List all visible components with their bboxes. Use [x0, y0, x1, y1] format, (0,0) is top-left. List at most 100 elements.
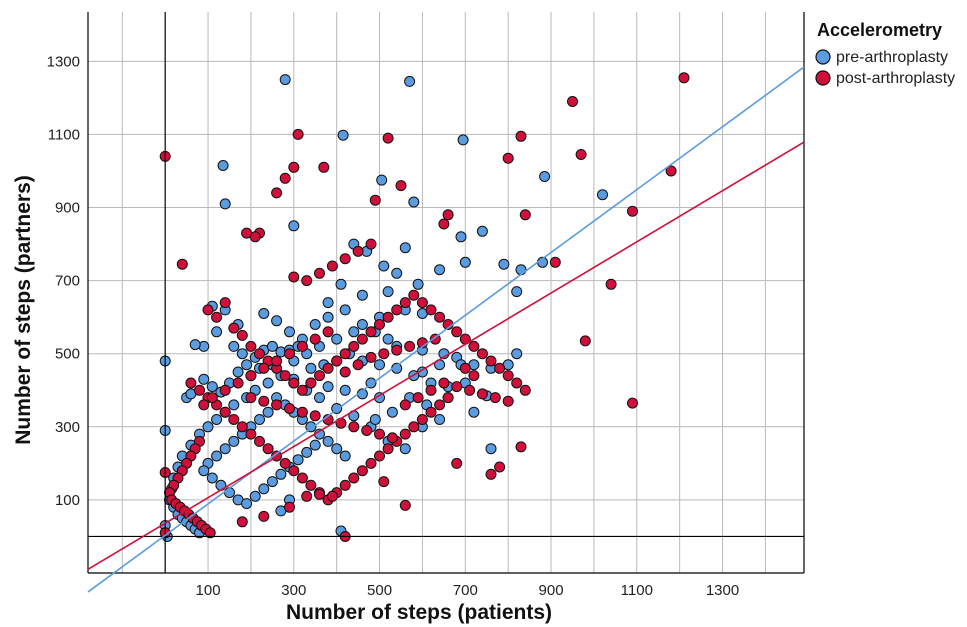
data-point-pre-arthroplasty — [337, 129, 349, 141]
y-tick-label: 900 — [55, 200, 80, 217]
data-point-post-arthroplasty — [459, 362, 471, 374]
data-point-pre-arthroplasty — [219, 198, 231, 210]
y-tick-label: 700 — [55, 273, 80, 290]
data-point-pre-arthroplasty — [455, 231, 467, 243]
data-point-pre-arthroplasty — [258, 483, 270, 495]
data-point-pre-arthroplasty — [211, 414, 223, 425]
data-point-pre-arthroplasty — [305, 362, 317, 374]
data-point-pre-arthroplasty — [322, 381, 334, 393]
data-point-post-arthroplasty — [236, 421, 248, 433]
data-point-post-arthroplasty — [374, 319, 385, 330]
data-point-post-arthroplasty — [258, 510, 270, 522]
data-point-post-arthroplasty — [515, 441, 527, 453]
data-point-post-arthroplasty — [314, 488, 325, 500]
data-point-post-arthroplasty — [511, 377, 523, 389]
data-point-pre-arthroplasty — [211, 450, 223, 462]
data-point-post-arthroplasty — [378, 476, 390, 488]
fit-line-post-arthroplasty — [87, 141, 805, 571]
data-point-pre-arthroplasty — [399, 443, 411, 455]
data-point-post-arthroplasty — [292, 128, 304, 140]
data-point-post-arthroplasty — [279, 172, 291, 184]
data-point-pre-arthroplasty — [339, 384, 351, 396]
data-point-post-arthroplasty — [339, 366, 351, 378]
data-point-pre-arthroplasty — [485, 443, 497, 455]
data-point-post-arthroplasty — [352, 359, 364, 371]
data-point-pre-arthroplasty — [266, 340, 278, 352]
data-point-post-arthroplasty — [245, 428, 257, 440]
data-point-pre-arthroplasty — [228, 340, 240, 352]
data-point-pre-arthroplasty — [262, 377, 274, 389]
data-point-post-arthroplasty — [309, 333, 321, 345]
data-point-post-arthroplasty — [326, 490, 338, 502]
x-tick-label: 1100 — [621, 582, 653, 599]
data-point-pre-arthroplasty — [459, 256, 471, 268]
legend-label-pre-arthroplasty: pre-arthroplasty — [836, 49, 948, 66]
data-point-post-arthroplasty — [391, 344, 403, 356]
y-tick-label: 300 — [55, 419, 80, 436]
data-point-post-arthroplasty — [567, 96, 578, 107]
data-point-post-arthroplasty — [502, 370, 514, 382]
data-point-pre-arthroplasty — [219, 443, 231, 455]
data-point-post-arthroplasty — [352, 245, 364, 257]
data-point-post-arthroplasty — [485, 468, 497, 480]
data-point-post-arthroplasty — [258, 362, 270, 374]
data-point-post-arthroplasty — [305, 377, 317, 389]
data-point-pre-arthroplasty — [391, 362, 403, 374]
data-point-pre-arthroplasty — [262, 406, 274, 418]
data-point-post-arthroplasty — [318, 161, 330, 173]
data-point-post-arthroplasty — [519, 209, 531, 221]
series-post-arthroplasty — [159, 72, 690, 542]
data-point-post-arthroplasty — [549, 256, 561, 268]
data-point-post-arthroplasty — [262, 443, 274, 455]
data-point-pre-arthroplasty — [189, 339, 201, 351]
data-point-pre-arthroplasty — [236, 348, 248, 360]
data-point-post-arthroplasty — [442, 392, 454, 404]
data-point-post-arthroplasty — [204, 527, 216, 539]
data-point-post-arthroplasty — [365, 238, 377, 250]
data-point-post-arthroplasty — [395, 180, 407, 192]
data-point-post-arthroplasty — [429, 333, 441, 345]
data-point-post-arthroplasty — [369, 194, 381, 206]
data-point-post-arthroplasty — [356, 333, 368, 345]
data-point-post-arthroplasty — [288, 465, 300, 477]
data-point-post-arthroplasty — [399, 297, 411, 309]
data-point-post-arthroplasty — [245, 370, 257, 382]
data-point-post-arthroplasty — [515, 130, 527, 142]
data-point-post-arthroplasty — [579, 335, 591, 347]
data-point-pre-arthroplasty — [284, 326, 295, 338]
data-point-pre-arthroplasty — [206, 381, 218, 393]
data-point-post-arthroplasty — [258, 395, 270, 407]
data-point-post-arthroplasty — [476, 348, 488, 360]
data-point-pre-arthroplasty — [339, 450, 351, 462]
data-point-post-arthroplasty — [468, 340, 480, 352]
legend-marker-post-arthroplasty — [815, 70, 831, 86]
data-point-pre-arthroplasty — [217, 160, 229, 171]
data-point-pre-arthroplasty — [399, 242, 411, 254]
x-axis-title: Number of steps (patients) — [286, 601, 552, 624]
data-point-post-arthroplasty — [236, 516, 248, 528]
data-point-pre-arthroplasty — [258, 308, 270, 319]
data-point-pre-arthroplasty — [391, 267, 403, 279]
data-point-post-arthroplasty — [494, 362, 506, 374]
data-point-post-arthroplasty — [425, 406, 437, 418]
data-point-post-arthroplasty — [502, 152, 514, 164]
data-point-pre-arthroplasty — [198, 465, 210, 477]
data-point-post-arthroplasty — [391, 304, 403, 316]
data-points — [159, 72, 690, 542]
data-point-pre-arthroplasty — [228, 399, 240, 411]
data-point-pre-arthroplasty — [348, 326, 360, 338]
data-point-post-arthroplasty — [348, 472, 360, 484]
data-point-pre-arthroplasty — [457, 134, 469, 146]
data-point-post-arthroplasty — [288, 161, 300, 173]
data-point-post-arthroplasty — [284, 348, 295, 360]
data-point-post-arthroplasty — [271, 187, 283, 199]
y-axis-title: Number of steps (partners) — [12, 175, 35, 445]
data-point-post-arthroplasty — [254, 435, 265, 447]
data-point-post-arthroplasty — [412, 392, 424, 404]
data-point-post-arthroplasty — [494, 461, 506, 473]
data-point-post-arthroplasty — [322, 362, 334, 374]
y-tick-label: 500 — [55, 346, 80, 363]
data-point-post-arthroplasty — [211, 311, 223, 323]
data-point-pre-arthroplasty — [408, 196, 420, 208]
